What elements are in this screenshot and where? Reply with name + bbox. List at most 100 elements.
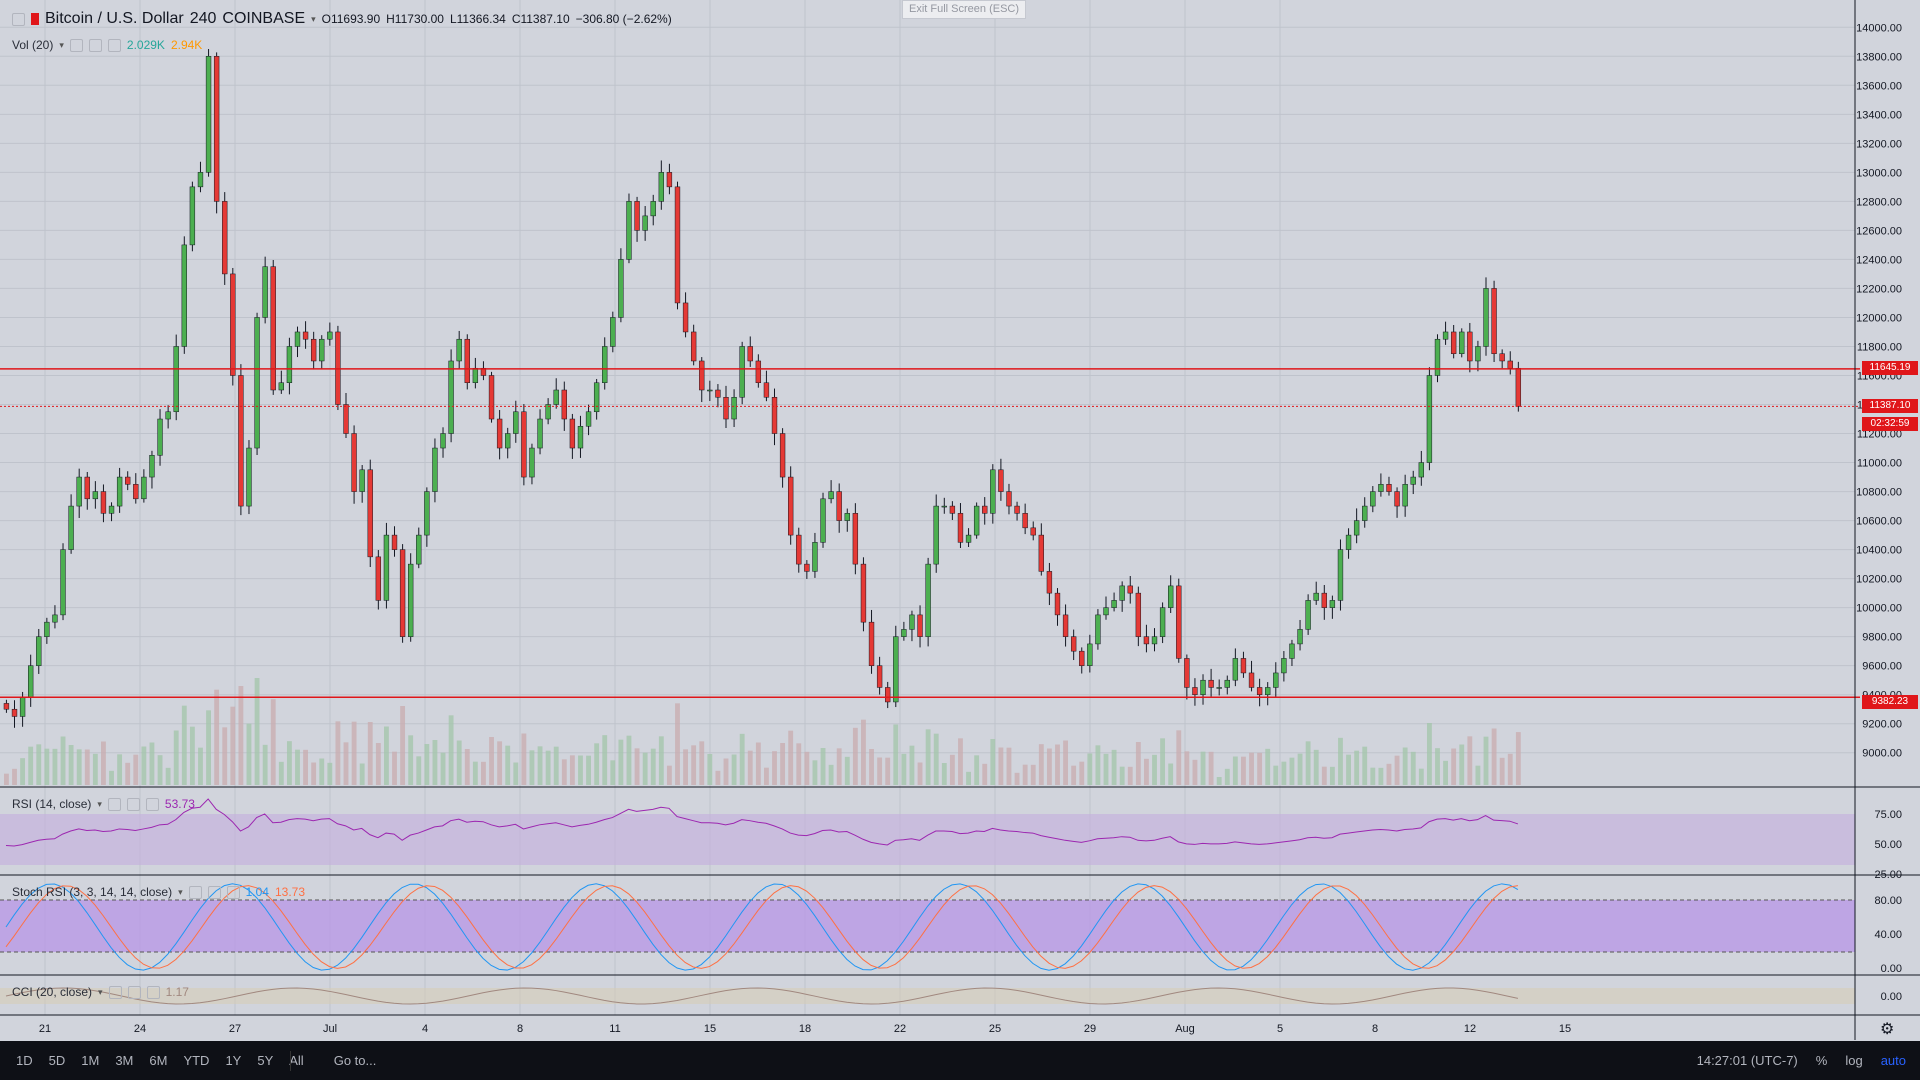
volume-bar	[440, 752, 446, 785]
candle-body	[1119, 585, 1125, 601]
close-icon[interactable]	[226, 885, 240, 899]
settings-icon[interactable]	[207, 885, 221, 899]
volume-bar	[1378, 767, 1384, 785]
volume-legend[interactable]: Vol (20) ▾ 2.029K 2.94K	[12, 38, 202, 52]
settings-icon[interactable]	[88, 38, 102, 52]
range-all[interactable]: All	[289, 1053, 304, 1068]
range-5d[interactable]: 5D	[48, 1053, 66, 1068]
volume-bar	[44, 748, 50, 785]
volume-bar	[941, 763, 947, 785]
candle-body	[254, 317, 260, 449]
chevron-down-icon[interactable]: ▾	[97, 798, 102, 809]
clock[interactable]: 14:27:01 (UTC-7)	[1696, 1053, 1798, 1068]
candle-body	[327, 331, 333, 340]
cci-legend[interactable]: CCI (20, close) ▾ 1.17	[12, 985, 189, 999]
chevron-down-icon[interactable]: ▾	[59, 39, 64, 50]
volume-bar	[901, 753, 907, 785]
candle-body	[804, 563, 810, 572]
volume-bar	[1224, 768, 1230, 785]
candle-body	[529, 447, 535, 478]
volume-bar	[1491, 728, 1497, 785]
candle-body	[1402, 484, 1408, 507]
eye-icon[interactable]	[107, 797, 121, 811]
candle-body	[319, 338, 325, 362]
time-tick-label: 21	[39, 1023, 51, 1035]
volume-bar	[505, 745, 511, 785]
volume-bar	[1160, 738, 1166, 785]
volume-label: Vol (20)	[12, 38, 54, 52]
volume-bar	[20, 758, 26, 785]
price-tick-label: 12600.00	[1856, 225, 1902, 237]
time-tick-label: 11	[609, 1023, 620, 1035]
volume-bar	[1119, 766, 1125, 785]
range-1y[interactable]: 1Y	[225, 1053, 242, 1068]
candle-body	[1313, 592, 1319, 601]
candle-body	[1394, 491, 1400, 507]
candle-body	[351, 433, 357, 492]
volume-bar	[707, 754, 713, 785]
candle-body	[173, 346, 179, 413]
close-icon[interactable]	[145, 797, 159, 811]
stoch-k-value: 1.04	[245, 885, 269, 899]
volume-bar	[739, 733, 745, 785]
eye-icon[interactable]	[108, 985, 122, 999]
level-high-tag: 11645.19	[1862, 361, 1918, 375]
settings-icon[interactable]	[126, 797, 140, 811]
gear-icon[interactable]: ⚙	[1880, 1021, 1895, 1038]
symbol-header[interactable]: Bitcoin / U.S. Dollar 240 COINBASE ▾ O11…	[12, 10, 672, 28]
eye-icon[interactable]	[188, 885, 202, 899]
price-tick-label: 13800.00	[1856, 51, 1902, 63]
candle-body	[92, 491, 99, 500]
candle-body	[1224, 679, 1230, 688]
candle-body	[521, 411, 527, 478]
close-value: C11387.10	[511, 12, 570, 26]
chevron-down-icon[interactable]: ▾	[98, 986, 103, 997]
volume-bar	[1362, 746, 1368, 785]
candle-body	[108, 505, 115, 514]
candle-body	[238, 375, 244, 507]
range-5y[interactable]: 5Y	[257, 1053, 274, 1068]
candle-body	[1442, 331, 1449, 340]
candle-body	[796, 534, 802, 565]
rsi-legend[interactable]: RSI (14, close) ▾ 53.73	[12, 797, 195, 811]
candle-body	[359, 469, 365, 492]
candle-body	[1499, 353, 1505, 362]
percent-toggle[interactable]: %	[1815, 1053, 1828, 1068]
range-1d[interactable]: 1D	[16, 1053, 33, 1068]
range-1m[interactable]: 1M	[81, 1053, 100, 1068]
candle-body	[1192, 687, 1198, 695]
stoch-legend[interactable]: Stoch RSI (3, 3, 14, 14, close) ▾ 1.04 1…	[12, 885, 305, 899]
chevron-down-icon[interactable]: ▾	[311, 13, 316, 24]
range-6m[interactable]: 6M	[149, 1053, 168, 1068]
volume-bar	[28, 746, 34, 785]
candle-body	[1386, 484, 1392, 492]
auto-toggle[interactable]: auto	[1880, 1053, 1906, 1068]
range-3m[interactable]: 3M	[115, 1053, 134, 1068]
goto-button[interactable]: Go to...	[333, 1053, 377, 1068]
candle-body	[642, 215, 648, 231]
settings-icon[interactable]	[127, 985, 141, 999]
volume-bar	[262, 744, 268, 785]
candle-body	[715, 389, 721, 398]
close-icon[interactable]	[107, 38, 121, 52]
candle-body	[1079, 650, 1085, 666]
candle-body	[933, 505, 939, 565]
close-icon[interactable]	[146, 985, 160, 999]
candle-body	[44, 621, 50, 637]
exit-fullscreen-button[interactable]: Exit Full Screen (ESC)	[902, 0, 1026, 19]
chevron-down-icon[interactable]: ▾	[178, 886, 183, 897]
candle-body	[602, 346, 608, 383]
volume-bar	[149, 742, 155, 785]
range-ytd[interactable]: YTD	[183, 1053, 210, 1068]
log-toggle[interactable]: log	[1845, 1053, 1863, 1068]
collapse-icon[interactable]	[12, 12, 25, 26]
volume-bar	[133, 754, 139, 785]
candle-body	[141, 476, 147, 500]
price-tick-label: 13600.00	[1856, 80, 1902, 92]
eye-icon[interactable]	[69, 38, 83, 52]
candle-body	[1062, 614, 1069, 637]
price-tick-label: 11800.00	[1857, 341, 1902, 353]
volume-bar	[1135, 742, 1141, 785]
volume-bar	[893, 724, 899, 785]
